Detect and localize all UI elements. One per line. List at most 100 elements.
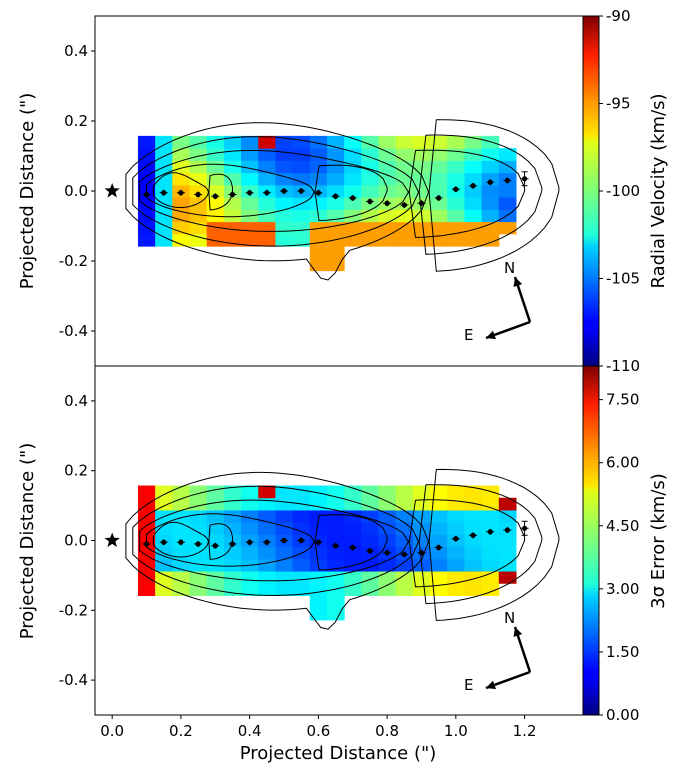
colorbar-tick-label: 7.50 <box>606 391 639 409</box>
heatmap-cell <box>447 546 465 560</box>
centroid-point <box>418 200 425 206</box>
y-axis-label: Projected Distance (") <box>17 443 38 640</box>
heatmap-cell <box>361 485 380 499</box>
heatmap-cell <box>172 197 191 210</box>
star-marker <box>104 532 120 547</box>
heatmap-cell <box>275 233 294 247</box>
colorbar-tick-label: -110 <box>606 357 640 375</box>
heatmap-cell <box>326 172 345 186</box>
heatmap-cell <box>206 497 225 511</box>
heatmap-cell <box>206 184 225 198</box>
heatmap-cell <box>430 135 448 149</box>
heatmap-cell <box>447 558 465 572</box>
heatmap-cell <box>326 522 345 535</box>
contour-line <box>146 163 388 222</box>
heatmap-cell <box>447 172 465 186</box>
heatmap-cell <box>344 135 362 149</box>
heatmap-cell <box>430 534 448 548</box>
heatmap-cell <box>464 558 483 572</box>
heatmap-cell <box>258 485 276 499</box>
heatmap-cell <box>412 522 431 535</box>
heatmap-cell <box>241 485 259 499</box>
heatmap-cell <box>447 583 465 596</box>
heatmap-cell <box>447 571 465 584</box>
heatmap-cell <box>275 148 294 161</box>
heatmap-cell <box>378 583 397 596</box>
heatmap-cell <box>464 148 483 161</box>
heatmap-cell <box>395 233 414 247</box>
x-tick-label: 1.2 <box>513 722 537 740</box>
heatmap-cell <box>189 571 208 584</box>
centroid-point <box>367 548 373 554</box>
heatmap-cell <box>430 485 448 499</box>
centroid-point <box>143 191 150 198</box>
contour-line <box>125 468 560 630</box>
heatmap-cell <box>223 172 242 186</box>
heatmap-cell <box>223 497 242 511</box>
heatmap-cell <box>447 497 465 511</box>
heatmap-cell <box>258 172 276 186</box>
heatmap-cell <box>378 135 397 149</box>
heatmap-cell <box>481 571 500 584</box>
centroid-point <box>161 539 167 545</box>
heatmap-cell <box>155 221 173 235</box>
heatmap-cell <box>275 160 294 174</box>
heatmap-cell <box>241 160 259 174</box>
heatmap-cell <box>430 583 448 596</box>
centroid-point <box>504 177 510 184</box>
x-tick-label: 0.8 <box>375 722 399 740</box>
heatmap-cell <box>137 172 156 186</box>
centroid-point <box>264 190 270 196</box>
x-tick-label: 1.0 <box>444 722 468 740</box>
heatmap-cell <box>258 209 276 223</box>
heatmap-cell <box>344 172 362 186</box>
centroid-point <box>298 188 304 194</box>
heatmap-cell <box>326 497 345 511</box>
heatmap-cell <box>498 558 517 572</box>
centroid-point <box>315 539 321 545</box>
heatmap-cell <box>275 571 294 584</box>
east-label: E <box>464 326 473 344</box>
y-axis-label: Projected Distance (") <box>17 93 38 290</box>
contour-line <box>132 484 543 605</box>
heatmap-cell <box>258 546 276 560</box>
heatmap-cell <box>395 184 414 198</box>
heatmap-cell <box>292 571 311 584</box>
heatmap-cell <box>378 160 397 174</box>
heatmap-cell <box>241 546 259 560</box>
centroid-point <box>350 544 356 551</box>
heatmap-cell <box>361 148 380 161</box>
heatmap-cell <box>309 148 328 161</box>
centroid-point <box>332 193 339 199</box>
centroid-point <box>178 539 184 545</box>
east-label: E <box>464 676 473 694</box>
heatmap-cell <box>430 233 448 247</box>
heatmap-cell <box>344 571 362 584</box>
heatmap-cell <box>344 534 362 548</box>
star-icon <box>104 183 120 198</box>
heatmap-cell <box>206 233 225 247</box>
heatmap-cell <box>412 485 431 499</box>
centroid-point <box>487 179 493 185</box>
heatmap-cell <box>447 233 465 247</box>
centroid-point <box>453 536 459 542</box>
heatmap-cell <box>326 607 345 621</box>
heatmap-cell <box>326 485 345 499</box>
heatmap-cell <box>361 497 380 511</box>
heatmap-cell <box>206 571 225 584</box>
y-tick-label: -0.4 <box>59 671 88 689</box>
centroid-point <box>504 527 510 533</box>
colorbar-tick-label: 3.00 <box>606 580 639 598</box>
heatmap-cell <box>464 209 483 223</box>
heatmap-cell <box>309 172 328 186</box>
heatmap-cell <box>344 497 362 511</box>
heatmap-cell <box>481 221 500 235</box>
centroid-point <box>264 539 270 545</box>
heatmap-cell <box>155 583 173 596</box>
colorbar-label: 3σ Error (km/s) <box>648 473 669 609</box>
heatmap-cell <box>275 209 294 223</box>
heatmap-cell <box>412 497 431 511</box>
heatmap-cell <box>155 497 173 511</box>
heatmap-cell <box>137 197 156 210</box>
contour-line <box>139 149 526 238</box>
